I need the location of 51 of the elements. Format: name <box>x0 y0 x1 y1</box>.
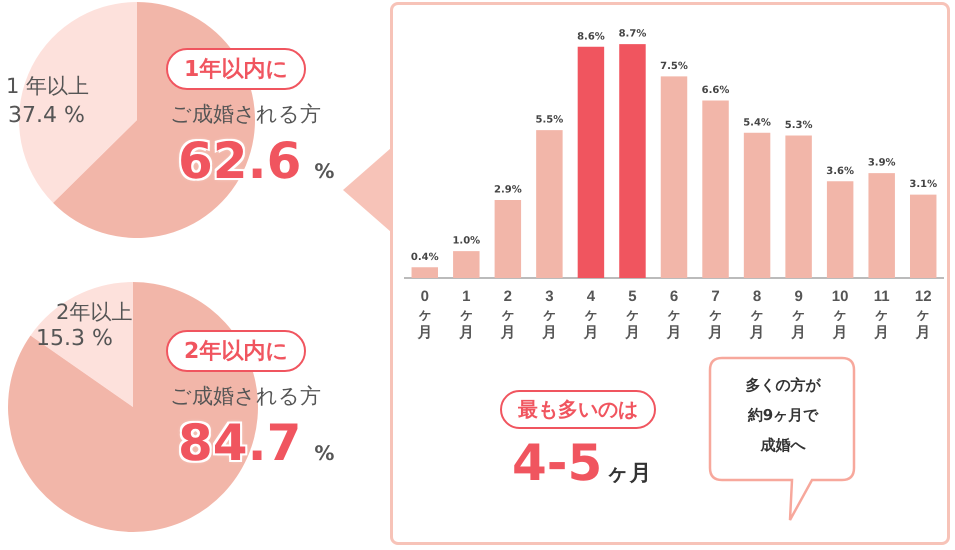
bar <box>785 135 812 278</box>
text: ご成婚される方 <box>170 383 321 410</box>
data-label: 5.3% <box>784 120 812 132</box>
x-tick-label: 5ヶ月 <box>624 288 640 342</box>
x-tick-label: 11ヶ月 <box>873 288 890 342</box>
x-tick-label: 10ヶ月 <box>832 288 848 342</box>
x-tick-label: 4ヶ月 <box>582 288 598 342</box>
bar <box>826 181 854 278</box>
data-label: 6.6% <box>702 85 730 96</box>
bar <box>453 251 480 278</box>
data-label: 5.5% <box>536 114 564 126</box>
x-tick-label: 8ヶ月 <box>748 288 765 342</box>
data-label: 8.6% <box>577 31 605 42</box>
bar <box>494 200 522 278</box>
x-tick-label: 7ヶ月 <box>707 288 724 342</box>
text: 成婚へ <box>759 435 807 456</box>
text: 最も多いのは <box>500 390 656 429</box>
slice-label: 1 年以上 <box>6 73 90 100</box>
slice-label: 2年以内に <box>166 330 306 372</box>
x-tick-label: 0ヶ月 <box>416 288 432 342</box>
data-label: 3.9% <box>868 158 896 169</box>
bar <box>744 132 770 278</box>
data-label: 0.4% <box>410 252 439 263</box>
text: ご成婚される方 <box>170 101 321 128</box>
data-label: 8.7% <box>618 28 646 40</box>
data-label: 37.4 % <box>8 103 85 128</box>
data-label: 3.1% <box>909 179 938 190</box>
data-label: 5.4% <box>743 117 771 128</box>
x-tick-label: 9ヶ月 <box>790 288 806 342</box>
bar <box>412 267 438 278</box>
x-tick-label: 6ヶ月 <box>666 288 682 342</box>
text: 多くの方が <box>744 375 822 396</box>
bar <box>536 130 563 278</box>
data-label: 1.0% <box>452 236 480 247</box>
data-label: 3.6% <box>826 166 854 177</box>
bar <box>868 173 895 278</box>
bar <box>910 194 936 278</box>
slice-label: 2年以上 <box>56 300 132 324</box>
bar <box>660 76 688 278</box>
data-label: 2.9% <box>494 184 522 196</box>
data-label: 15.3 % <box>36 326 113 351</box>
x-tick-label: 12ヶ月 <box>914 288 932 342</box>
text: 約9ヶ月で <box>746 405 820 426</box>
x-tick-label: 2ヶ月 <box>499 288 516 342</box>
bar <box>578 46 604 278</box>
data-label: 7.5% <box>660 60 688 72</box>
slice-label: 1年以内に <box>166 48 306 90</box>
x-tick-label: 1ヶ月 <box>458 288 474 342</box>
bar <box>702 100 729 278</box>
x-tick-label: 3ヶ月 <box>540 288 557 342</box>
bar <box>619 44 646 278</box>
